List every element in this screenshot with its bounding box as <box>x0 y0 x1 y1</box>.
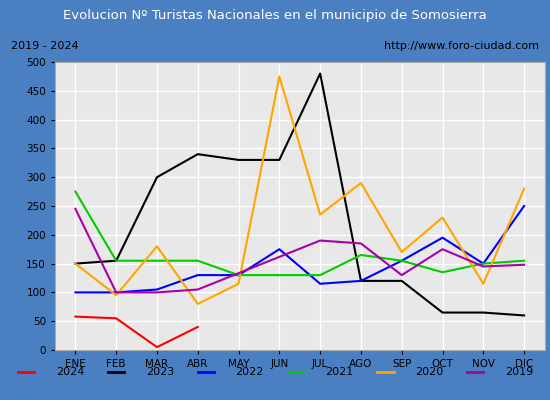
Text: 2023: 2023 <box>146 367 174 377</box>
Text: 2020: 2020 <box>415 367 443 377</box>
Text: 2021: 2021 <box>325 367 354 377</box>
Text: 2024: 2024 <box>56 367 84 377</box>
Text: Evolucion Nº Turistas Nacionales en el municipio de Somosierra: Evolucion Nº Turistas Nacionales en el m… <box>63 10 487 22</box>
Text: 2019 - 2024: 2019 - 2024 <box>11 41 79 51</box>
Text: 2019: 2019 <box>505 367 533 377</box>
Text: http://www.foro-ciudad.com: http://www.foro-ciudad.com <box>384 41 539 51</box>
Text: 2022: 2022 <box>235 367 264 377</box>
